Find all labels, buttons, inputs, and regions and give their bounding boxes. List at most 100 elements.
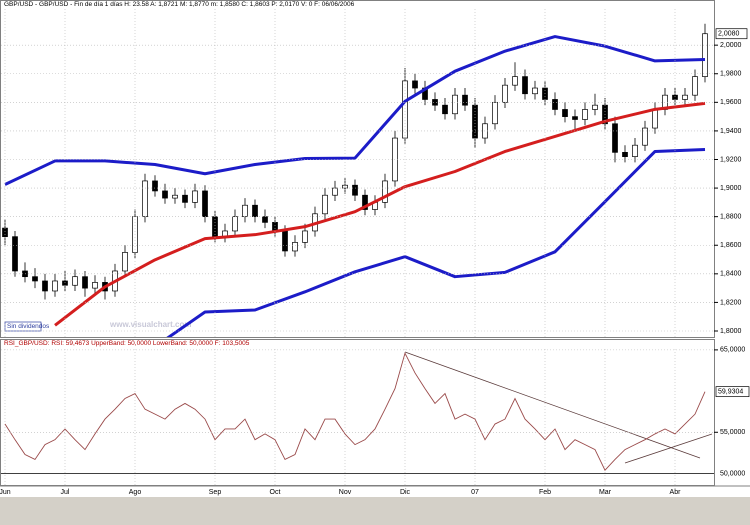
- candle-body: [592, 104, 598, 110]
- candle-body: [562, 109, 568, 117]
- candle-body: [32, 276, 38, 282]
- trend-line: [404, 351, 701, 459]
- last-label: 59,9304: [718, 388, 743, 395]
- x-tick-label: Abr: [670, 489, 682, 496]
- candle-body: [632, 144, 638, 157]
- x-tick-label: Jul: [61, 489, 70, 496]
- rsi-pane: [0, 339, 715, 486]
- candle-body: [182, 194, 188, 203]
- candle-body: [12, 236, 18, 272]
- candle-body: [582, 109, 588, 120]
- candle-body: [302, 230, 308, 243]
- candle-body: [412, 80, 418, 89]
- x-tick-label: Nov: [339, 489, 352, 496]
- y-tick-label: 2,0000: [720, 42, 742, 49]
- candle-body: [692, 76, 698, 96]
- candle-body: [502, 84, 508, 103]
- candle-body: [522, 76, 528, 95]
- candle-body: [322, 194, 328, 215]
- y-tick-label: 1,9600: [720, 99, 742, 106]
- candle-body: [82, 276, 88, 289]
- x-tick-label: Oct: [270, 489, 281, 496]
- candle-body: [152, 180, 158, 192]
- candle-body: [452, 94, 458, 115]
- note: Sin dividendos: [7, 323, 50, 330]
- candle-body: [282, 230, 288, 252]
- y-tick-label: 1,8200: [720, 299, 742, 306]
- rsi-header: RSI_GBP/USD: RSI: 59,4673 UpperBand: 50,…: [4, 340, 250, 347]
- candle-body: [362, 194, 368, 210]
- y-tick-label: 1,8400: [720, 271, 742, 278]
- candle-body: [532, 87, 538, 95]
- candle-body: [352, 184, 358, 196]
- candle-body: [272, 222, 278, 232]
- candle-body: [382, 180, 388, 203]
- rsi-line: [4, 351, 706, 471]
- candle-body: [432, 99, 438, 106]
- last-box: [715, 28, 748, 40]
- candle-body: [612, 123, 618, 153]
- last-label: 2,0080: [718, 31, 740, 38]
- candle-body: [462, 94, 468, 106]
- x-tick-label: Dic: [400, 489, 411, 496]
- y-tick-label: 1,9400: [720, 128, 742, 135]
- candle-body: [122, 252, 128, 272]
- candle-body: [332, 187, 338, 196]
- y-tick-label: 1,8600: [720, 242, 742, 249]
- trend-line: [624, 433, 713, 464]
- candle-body: [642, 127, 648, 146]
- y-tick-label: 1,9000: [720, 185, 742, 192]
- candle-body: [72, 276, 78, 286]
- candle-body: [672, 94, 678, 100]
- band-label: 50,0000: [720, 470, 745, 477]
- candle-body: [142, 180, 148, 218]
- x-tick-label: Jun: [0, 489, 11, 496]
- watermark: www.visualchart.com: [109, 320, 192, 329]
- candle-body: [162, 190, 168, 199]
- candle-body: [42, 280, 48, 292]
- candle-body: [232, 216, 238, 232]
- indicator-line: [54, 101, 706, 327]
- x-tick-label: 07: [471, 489, 479, 496]
- candle-body: [492, 101, 498, 125]
- candle-body: [2, 227, 8, 238]
- price-header: GBP/USD - GBP/USD - Fin de día 1 días H:…: [4, 1, 355, 8]
- candle-body: [192, 190, 198, 203]
- candle-body: [512, 76, 518, 86]
- candle-body: [202, 190, 208, 218]
- y-tick-label: 1,9800: [720, 71, 742, 78]
- x-tick-label: Ago: [129, 489, 142, 496]
- candle-body: [442, 104, 448, 115]
- price-pane: [0, 0, 715, 338]
- x-tick-label: Mar: [599, 489, 612, 496]
- y-tick-label: 1,9200: [720, 156, 742, 163]
- candle-body: [172, 194, 178, 199]
- candle-body: [242, 204, 248, 218]
- footer-band: [0, 497, 750, 525]
- rsi-plot: [4, 351, 706, 471]
- indicator-line: [4, 35, 706, 186]
- candle-body: [552, 99, 558, 110]
- candle-body: [252, 204, 258, 218]
- candle-body: [292, 242, 298, 252]
- y-tick-label: 1,8000: [720, 328, 742, 335]
- y-tick-label: 65,0000: [720, 347, 745, 354]
- y-tick-label: 55,0000: [720, 429, 745, 436]
- candle-body: [262, 216, 268, 223]
- candle-body: [652, 109, 658, 129]
- candle-body: [622, 151, 628, 157]
- candle-body: [472, 104, 478, 139]
- last-box: [715, 386, 750, 398]
- candle-body: [92, 282, 98, 289]
- candle-body: [572, 116, 578, 120]
- candle-body: [702, 33, 708, 77]
- x-tick-label: Sep: [209, 489, 222, 496]
- candle-body: [62, 280, 68, 286]
- y-tick-label: 1,8800: [720, 214, 742, 221]
- candle-body: [52, 280, 58, 292]
- x-tick-label: Feb: [539, 489, 551, 496]
- indicator-line: [166, 147, 706, 337]
- candle-body: [682, 94, 688, 100]
